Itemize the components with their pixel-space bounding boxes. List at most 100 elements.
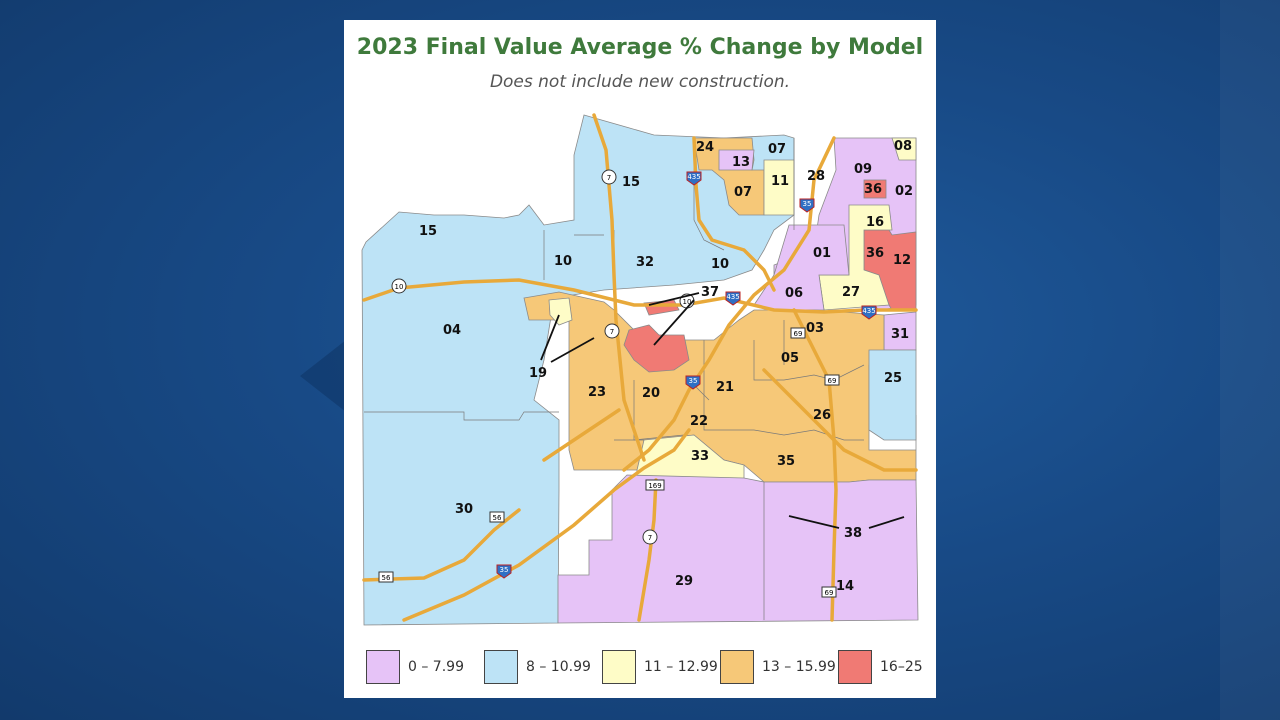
route-shield-7-center: 7 xyxy=(604,323,620,339)
route-shield-56-east: 56 xyxy=(489,511,505,523)
region-yellow-19 xyxy=(548,297,573,326)
model-label: 05 xyxy=(781,351,799,366)
legend-item: 16–25 xyxy=(838,650,923,684)
legend-item: 8 – 10.99 xyxy=(484,650,591,684)
svg-text:169: 169 xyxy=(648,482,661,490)
route-shields: 7 435 35 10 10 435 7 35 69 69 169 7 56 5… xyxy=(378,169,877,598)
route-shield-35-north: 35 xyxy=(799,198,815,213)
svg-text:35: 35 xyxy=(803,200,812,208)
svg-text:35: 35 xyxy=(500,566,509,574)
model-label: 10 xyxy=(554,254,572,269)
legend: 0 – 7.99 8 – 10.99 11 – 12.99 13 – 15.99… xyxy=(344,650,936,686)
route-shield-7-south: 7 xyxy=(642,529,658,545)
model-label: 30 xyxy=(455,502,473,517)
svg-text:7: 7 xyxy=(610,328,614,336)
model-label: 33 xyxy=(691,449,709,464)
background-chevron xyxy=(300,340,346,412)
region-red-36-north xyxy=(863,179,887,199)
model-label: 22 xyxy=(690,414,708,429)
model-label: 01 xyxy=(813,246,831,261)
model-label: 02 xyxy=(895,184,913,199)
model-label: 26 xyxy=(813,408,831,423)
model-label: 11 xyxy=(771,174,789,189)
county-map: 7 435 35 10 10 435 7 35 69 69 169 7 56 5… xyxy=(361,113,919,626)
svg-text:56: 56 xyxy=(493,514,502,522)
model-label: 07 xyxy=(768,142,786,157)
legend-label: 13 – 15.99 xyxy=(762,659,836,675)
model-label: 32 xyxy=(636,255,654,270)
model-label: 29 xyxy=(675,574,693,589)
svg-text:435: 435 xyxy=(687,173,700,181)
route-shield-435-center: 435 xyxy=(725,291,741,306)
svg-text:35: 35 xyxy=(689,377,698,385)
legend-label: 0 – 7.99 xyxy=(408,659,464,675)
route-shield-69-south: 69 xyxy=(821,586,837,598)
map-title: 2023 Final Value Average % Change by Mod… xyxy=(356,35,924,60)
svg-text:69: 69 xyxy=(825,589,834,597)
model-label: 15 xyxy=(419,224,437,239)
route-shield-69-center: 69 xyxy=(824,374,840,386)
legend-swatch xyxy=(602,650,636,684)
route-shield-69-north: 69 xyxy=(790,327,806,339)
model-label: 19 xyxy=(529,366,547,381)
model-label: 16 xyxy=(866,215,884,230)
model-label: 23 xyxy=(588,385,606,400)
legend-label: 16–25 xyxy=(880,659,923,675)
route-shield-35-center: 35 xyxy=(685,375,701,390)
region-purple-13 xyxy=(718,149,755,171)
svg-text:7: 7 xyxy=(648,534,652,542)
region-red-37 xyxy=(623,324,690,373)
model-label: 04 xyxy=(443,323,461,338)
legend-swatch xyxy=(366,650,400,684)
region-blue-25 xyxy=(868,349,917,441)
model-label: 20 xyxy=(642,386,660,401)
route-shield-169: 169 xyxy=(645,479,665,491)
model-label: 38 xyxy=(844,526,862,541)
region-yellow-08 xyxy=(891,137,917,161)
background-stripe xyxy=(1220,0,1280,720)
svg-text:69: 69 xyxy=(828,377,837,385)
route-shield-35-south: 35 xyxy=(496,564,512,579)
legend-item: 0 – 7.99 xyxy=(366,650,464,684)
svg-text:10: 10 xyxy=(683,298,692,306)
route-shield-7-north: 7 xyxy=(601,169,617,185)
map-card: 2023 Final Value Average % Change by Mod… xyxy=(344,20,936,698)
model-label: 24 xyxy=(696,140,714,155)
region-purple-south xyxy=(557,474,919,624)
model-label: 12 xyxy=(893,253,911,268)
route-shield-10-west: 10 xyxy=(391,278,407,294)
route-shield-435-east: 435 xyxy=(861,305,877,320)
legend-swatch xyxy=(484,650,518,684)
model-label: 10 xyxy=(711,257,729,272)
legend-label: 11 – 12.99 xyxy=(644,659,718,675)
model-label: 25 xyxy=(884,371,902,386)
legend-item: 13 – 15.99 xyxy=(720,650,836,684)
model-label: 35 xyxy=(777,454,795,469)
callout-lines xyxy=(540,292,905,529)
model-label: 37 xyxy=(701,285,719,300)
route-shield-56-west: 56 xyxy=(378,571,394,583)
model-label: 08 xyxy=(894,139,912,154)
svg-text:56: 56 xyxy=(382,574,391,582)
model-label: 07 xyxy=(734,185,752,200)
model-label: 28 xyxy=(807,169,825,184)
model-label: 36 xyxy=(866,246,884,261)
model-label: 21 xyxy=(716,380,734,395)
highways xyxy=(362,113,918,622)
svg-text:435: 435 xyxy=(862,307,875,315)
svg-text:435: 435 xyxy=(726,293,739,301)
map-subtitle: Does not include new construction. xyxy=(489,72,791,92)
model-labels: 24 13 07 08 09 36 02 15 11 28 07 16 15 1… xyxy=(419,139,913,594)
route-shield-435-north: 435 xyxy=(686,171,702,186)
model-label: 09 xyxy=(854,162,872,177)
model-label: 27 xyxy=(842,285,860,300)
svg-text:7: 7 xyxy=(607,174,611,182)
model-label: 31 xyxy=(891,327,909,342)
legend-item: 11 – 12.99 xyxy=(602,650,718,684)
model-label: 14 xyxy=(836,579,854,594)
legend-label: 8 – 10.99 xyxy=(526,659,591,675)
legend-swatch xyxy=(838,650,872,684)
model-label: 13 xyxy=(732,155,750,170)
svg-text:10: 10 xyxy=(395,283,404,291)
model-label: 03 xyxy=(806,321,824,336)
